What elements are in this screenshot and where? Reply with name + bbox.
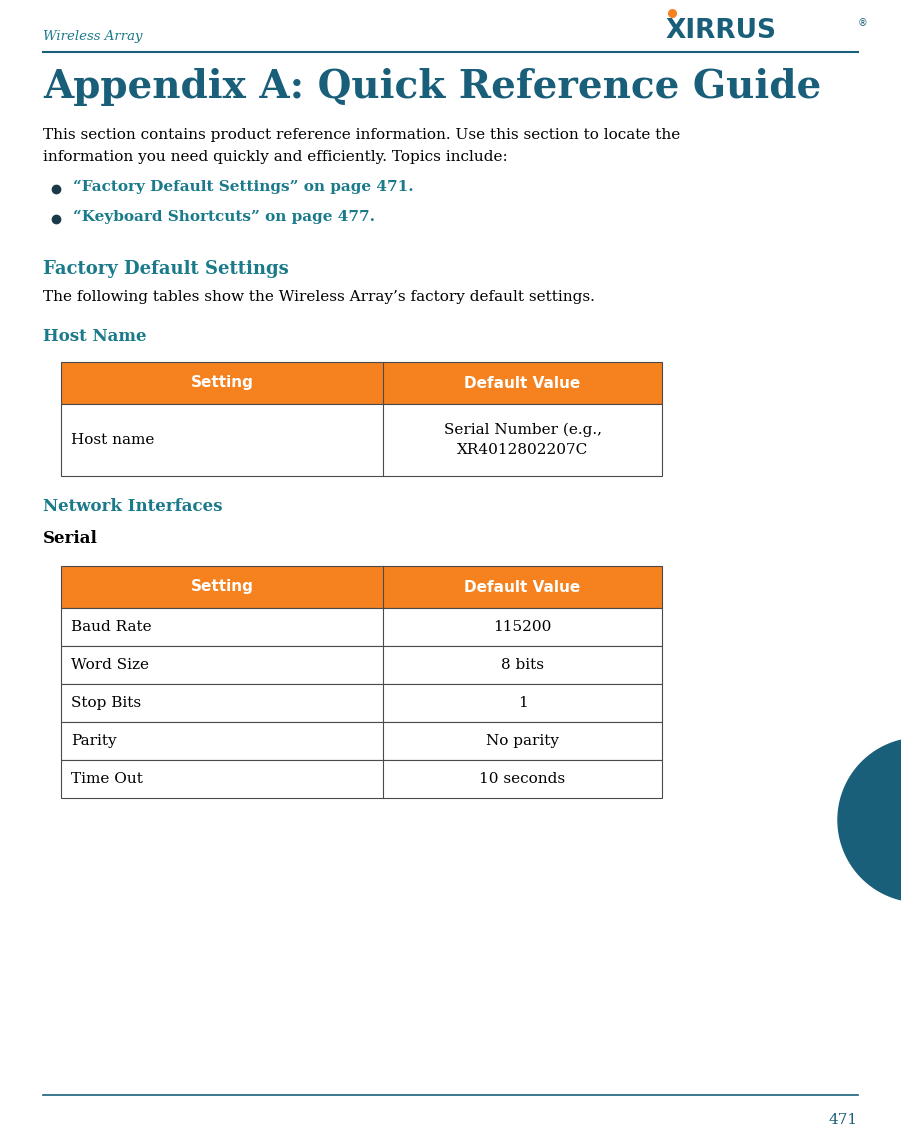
Bar — [61, 608, 662, 646]
Bar — [61, 722, 662, 760]
Text: 1: 1 — [518, 696, 527, 710]
Text: Stop Bits: Stop Bits — [71, 696, 141, 710]
Text: information you need quickly and efficiently. Topics include:: information you need quickly and efficie… — [43, 150, 508, 164]
Bar — [61, 404, 662, 476]
Text: “Factory Default Settings” on page 471.: “Factory Default Settings” on page 471. — [73, 180, 414, 194]
Text: 471: 471 — [829, 1113, 858, 1127]
Polygon shape — [838, 739, 901, 902]
Bar — [61, 760, 662, 798]
Text: Setting: Setting — [191, 375, 253, 391]
Bar — [61, 566, 662, 608]
Text: XIRRUS: XIRRUS — [665, 18, 776, 44]
Text: Baud Rate: Baud Rate — [71, 620, 152, 634]
Text: 10 seconds: 10 seconds — [479, 772, 566, 786]
Text: Factory Default Settings: Factory Default Settings — [43, 259, 289, 278]
Text: The following tables show the Wireless Array’s factory default settings.: The following tables show the Wireless A… — [43, 290, 596, 304]
Text: Network Interfaces: Network Interfaces — [43, 499, 223, 516]
Text: Setting: Setting — [191, 579, 253, 595]
Bar — [61, 646, 662, 684]
Text: Serial Number (e.g.,
XR4012802207C: Serial Number (e.g., XR4012802207C — [443, 423, 602, 457]
Text: Wireless Array: Wireless Array — [43, 29, 142, 43]
Text: Time Out: Time Out — [71, 772, 143, 786]
Text: No parity: No parity — [486, 734, 559, 748]
Text: Host name: Host name — [71, 433, 155, 448]
Text: Word Size: Word Size — [71, 658, 150, 672]
Text: Default Value: Default Value — [464, 375, 580, 391]
Bar — [61, 363, 662, 404]
Text: Host Name: Host Name — [43, 327, 147, 346]
Text: Parity: Parity — [71, 734, 117, 748]
Text: “Keyboard Shortcuts” on page 477.: “Keyboard Shortcuts” on page 477. — [73, 210, 375, 224]
Text: ®: ® — [858, 18, 868, 28]
Text: 115200: 115200 — [494, 620, 551, 634]
Bar — [61, 684, 662, 722]
Text: This section contains product reference information. Use this section to locate : This section contains product reference … — [43, 128, 680, 142]
Text: Appendix A: Quick Reference Guide: Appendix A: Quick Reference Guide — [43, 68, 822, 107]
Text: 8 bits: 8 bits — [501, 658, 544, 672]
Text: Serial: Serial — [43, 530, 98, 547]
Text: Default Value: Default Value — [464, 579, 580, 595]
